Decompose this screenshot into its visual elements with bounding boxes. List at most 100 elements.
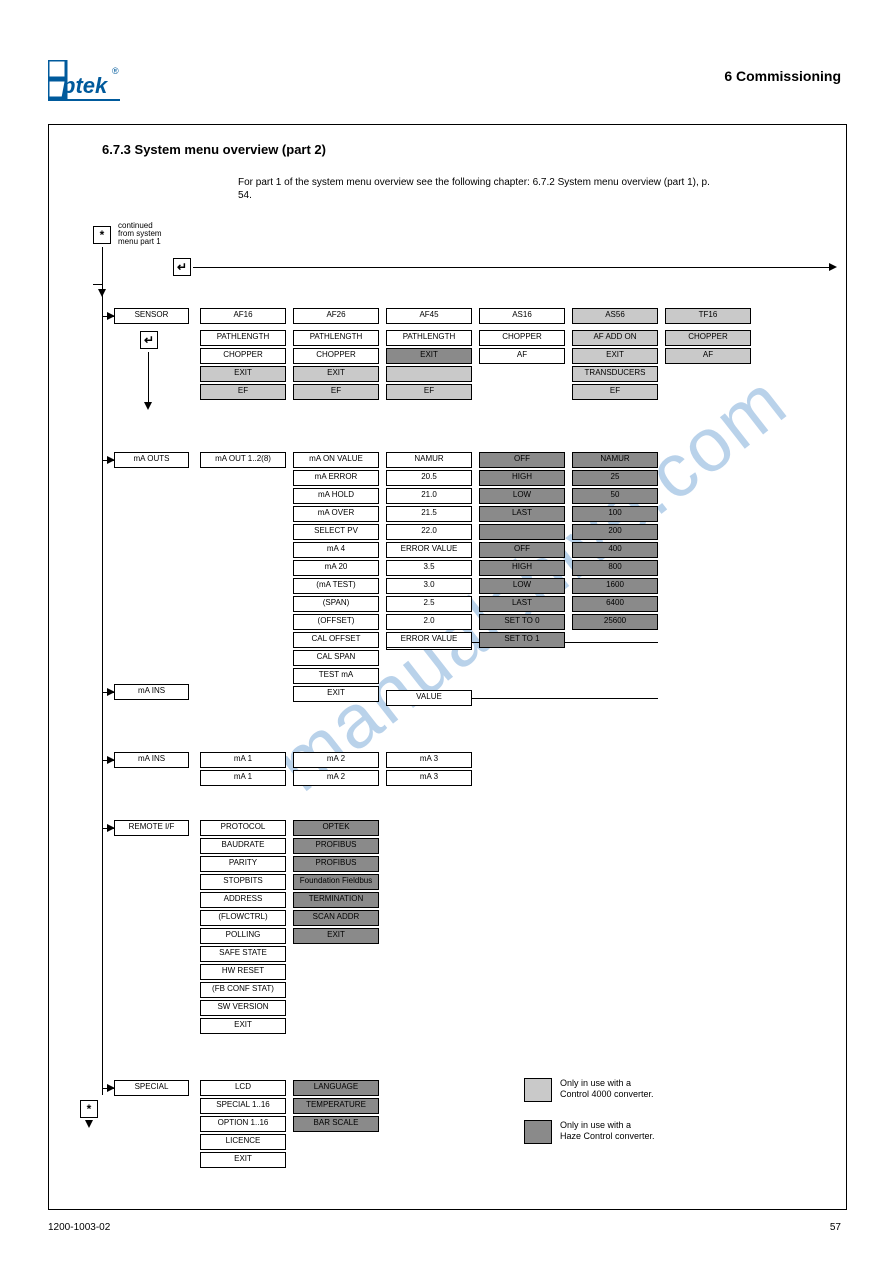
- spine-tick: [93, 284, 102, 285]
- content-frame: [48, 124, 847, 1210]
- special-l-0: LCD: [200, 1080, 286, 1096]
- svg-text:®: ®: [112, 66, 119, 76]
- remote-r-5: SCAN ADDR: [293, 910, 379, 926]
- maouts-col2-2: 21.0: [386, 488, 472, 504]
- maouts-col2-3: 21.5: [386, 506, 472, 522]
- maouts-col3-2: LOW: [479, 488, 565, 504]
- af16-r0: PATHLENGTH: [200, 330, 286, 346]
- spine-bottom-arrow-icon: [85, 1120, 93, 1128]
- mains-label-2: mA INS: [114, 752, 189, 768]
- maouts-col2-9: 2.0: [386, 614, 472, 630]
- spine-arrow-1-icon: [98, 289, 106, 297]
- page-title: 6 Commissioning: [724, 68, 841, 84]
- maouts-col2-10: ERROR VALUE: [386, 632, 472, 648]
- asterisk-key-bottom-icon: *: [80, 1100, 98, 1118]
- maouts-col3-1: HIGH: [479, 470, 565, 486]
- note-line-2: 54.: [238, 189, 252, 202]
- maouts-col1-0: mA ON VALUE: [293, 452, 379, 468]
- maouts-col2-7: 3.0: [386, 578, 472, 594]
- maouts-col1-3: mA OVER: [293, 506, 379, 522]
- tf16-r1: AF: [665, 348, 751, 364]
- remote-l-4: ADDRESS: [200, 892, 286, 908]
- maouts-col2-0: NAMUR: [386, 452, 472, 468]
- sensor-col-as56: AS56: [572, 308, 658, 324]
- special-l-1: SPECIAL 1..16: [200, 1098, 286, 1114]
- maouts-col3-5: OFF: [479, 542, 565, 558]
- remote-r-6: EXIT: [293, 928, 379, 944]
- special-r-0: LANGUAGE: [293, 1080, 379, 1096]
- maouts-side-7: 1600: [572, 578, 658, 594]
- af45-r2: [386, 366, 472, 382]
- optek-logo: ptek ®: [48, 60, 120, 102]
- mains-col-2b: mA 2: [293, 770, 379, 786]
- spine-line: [102, 247, 103, 1095]
- af45-r1: EXIT: [386, 348, 472, 364]
- maouts-side-6: 800: [572, 560, 658, 576]
- asterisk-key-icon: *: [93, 226, 111, 244]
- maouts-side-4: 200: [572, 524, 658, 540]
- remote-l-3: STOPBITS: [200, 874, 286, 890]
- sensor-col-as16: AS16: [479, 308, 565, 324]
- maouts-side-0: NAMUR: [572, 452, 658, 468]
- maouts-value2: VALUE: [386, 690, 472, 706]
- maouts-side-5: 400: [572, 542, 658, 558]
- af16-r2: EXIT: [200, 366, 286, 382]
- af26-r0: PATHLENGTH: [293, 330, 379, 346]
- maouts-col3-0: OFF: [479, 452, 565, 468]
- note-line-1: For part 1 of the system menu overview s…: [238, 176, 710, 189]
- top-arrow-line: [193, 267, 829, 268]
- mains-label: mA INS: [114, 684, 189, 700]
- af26-r1: CHOPPER: [293, 348, 379, 364]
- af16-r3: EF: [200, 384, 286, 400]
- footer-right: 57: [830, 1222, 841, 1233]
- mains-col-1: mA 1: [200, 752, 286, 768]
- as16-r0: CHOPPER: [479, 330, 565, 346]
- maouts-col1-9: (OFFSET): [293, 614, 379, 630]
- maouts-col1-5: mA 4: [293, 542, 379, 558]
- remote-r-2: PROFIBUS: [293, 856, 379, 872]
- maouts-col3-10: SET TO 1: [479, 632, 565, 648]
- enter-key-icon: ↵: [173, 258, 191, 276]
- maouts-col2-5: ERROR VALUE: [386, 542, 472, 558]
- maouts-label: mA OUTS: [114, 452, 189, 468]
- af16-r1: CHOPPER: [200, 348, 286, 364]
- af45-r3: EF: [386, 384, 472, 400]
- as56-r0: AF ADD ON: [572, 330, 658, 346]
- maouts-col3-7: LOW: [479, 578, 565, 594]
- maouts-col1-4: SELECT PV: [293, 524, 379, 540]
- maouts-side-9: 25600: [572, 614, 658, 630]
- maouts-col3-4: [479, 524, 565, 540]
- maouts-col1-11: CAL SPAN: [293, 650, 379, 666]
- as56-r2: TRANSDUCERS: [572, 366, 658, 382]
- legend-dark-text: Only in use with aHaze Control converter…: [560, 1120, 740, 1142]
- maouts-side-8: 6400: [572, 596, 658, 612]
- mains-col-2: mA 2: [293, 752, 379, 768]
- maouts-col3-9: SET TO 0: [479, 614, 565, 630]
- remote-l-0: PROTOCOL: [200, 820, 286, 836]
- af26-r3: EF: [293, 384, 379, 400]
- remote-l-10: SW VERSION: [200, 1000, 286, 1016]
- maouts-col1-8: (SPAN): [293, 596, 379, 612]
- maouts-side-3: 100: [572, 506, 658, 522]
- remote-l-5: (FLOWCTRL): [200, 910, 286, 926]
- top-arrow-head-icon: [829, 263, 837, 271]
- remote-l-1: BAUDRATE: [200, 838, 286, 854]
- as56-r1: EXIT: [572, 348, 658, 364]
- sensor-col-af45: AF45: [386, 308, 472, 324]
- remote-l-7: SAFE STATE: [200, 946, 286, 962]
- maouts-col2-6: 3.5: [386, 560, 472, 576]
- remote-label: REMOTE I/F: [114, 820, 189, 836]
- sensor-down-arrow-icon: [144, 402, 152, 410]
- remote-l-11: EXIT: [200, 1018, 286, 1034]
- af26-r2: EXIT: [293, 366, 379, 382]
- legend-swatch-dark: [524, 1120, 552, 1144]
- as56-r3: EF: [572, 384, 658, 400]
- af45-r0: PATHLENGTH: [386, 330, 472, 346]
- remote-r-0: OPTEK: [293, 820, 379, 836]
- svg-text:ptek: ptek: [61, 73, 109, 98]
- maouts-col2-8: 2.5: [386, 596, 472, 612]
- maouts-col3-8: LAST: [479, 596, 565, 612]
- tf16-r0: CHOPPER: [665, 330, 751, 346]
- footer-left: 1200-1003-02: [48, 1222, 110, 1233]
- remote-l-6: POLLING: [200, 928, 286, 944]
